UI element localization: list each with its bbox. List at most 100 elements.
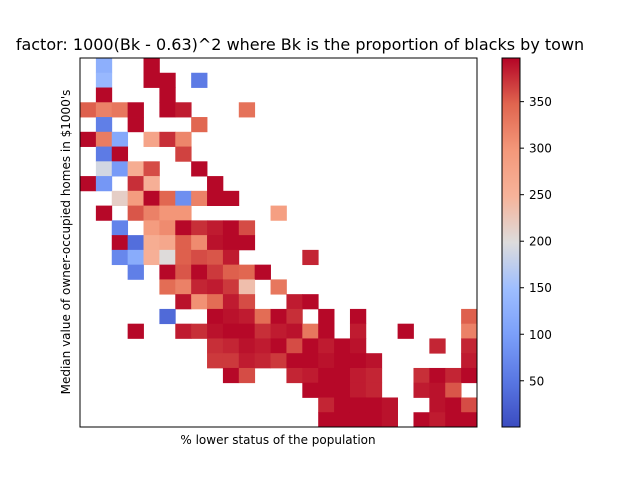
heatmap-cell [302, 249, 319, 266]
heatmap-cell [143, 249, 160, 266]
heatmap-cell [207, 190, 224, 206]
heatmap-cell [127, 235, 144, 251]
heatmap-cell [302, 338, 319, 354]
heatmap-cell [191, 249, 208, 266]
heatmap-cell [159, 205, 176, 221]
heatmap-cell [318, 323, 335, 339]
heatmap-cell [143, 131, 160, 147]
heatmap-cell [127, 102, 144, 118]
heatmap-cell [349, 412, 367, 428]
heatmap-cell [349, 382, 367, 398]
heatmap-cell [207, 176, 224, 192]
colorbar-tick-label: 350 [529, 95, 552, 109]
heatmap-cell [111, 220, 129, 236]
heatmap-cell [461, 367, 478, 384]
heatmap-cell [143, 205, 160, 221]
colorbar-tick-label: 200 [529, 235, 552, 249]
colorbar-tick-label: 50 [529, 374, 544, 388]
colorbar-tick-label: 150 [529, 281, 552, 295]
heatmap-cell [429, 412, 446, 428]
heatmap-cell [365, 353, 383, 369]
heatmap-cell [254, 323, 271, 339]
heatmap-cell [222, 323, 240, 339]
heatmap-cell [111, 249, 129, 266]
heatmap-cell [111, 146, 129, 162]
heatmap-cell [349, 323, 367, 339]
heatmap-cell [334, 412, 351, 428]
heatmap-cell [207, 220, 224, 236]
heatmap-cell [159, 220, 176, 236]
heatmap-cell [207, 294, 224, 310]
heatmap-cell [461, 353, 478, 369]
heatmap-cell [159, 279, 176, 295]
heatmap-cell [413, 412, 430, 428]
x-axis-label: % lower status of the population [180, 433, 375, 447]
heatmap-cell [191, 72, 208, 88]
heatmap-cell [159, 249, 176, 266]
heatmap-cell [286, 367, 303, 384]
heatmap-cell [238, 294, 256, 310]
heatmap-cell [127, 117, 144, 133]
heatmap-cell [175, 264, 192, 280]
heatmap-cell [191, 117, 208, 133]
colorbar [501, 57, 521, 428]
heatmap-cell [95, 131, 113, 147]
heatmap-cell [222, 279, 240, 295]
heatmap-cell [175, 249, 192, 266]
heatmap-cell [318, 367, 335, 384]
heatmap-cell [127, 323, 144, 339]
heatmap-cell [191, 294, 208, 310]
heatmap-cell [286, 353, 303, 369]
heatmap-cell [334, 367, 351, 384]
heatmap-cell [191, 161, 208, 177]
heatmap-cell [222, 190, 240, 206]
heatmap-cell [175, 294, 192, 310]
heatmap-cell [238, 308, 256, 325]
heatmap-cell [302, 367, 319, 384]
heatmap-cell [222, 308, 240, 325]
heatmap-cell [365, 382, 383, 398]
heatmap-cell [461, 323, 478, 339]
heatmap-cell [175, 323, 192, 339]
heatmap-cell [349, 338, 367, 354]
heatmap-cell [381, 412, 398, 428]
heatmap-cell [222, 353, 240, 369]
heatmap-cell [207, 338, 224, 354]
heatmap-cell [222, 338, 240, 354]
heatmap-cell [318, 412, 335, 428]
heatmap-cell [429, 338, 446, 354]
heatmap-cell [191, 220, 208, 236]
heatmap-cells [80, 58, 478, 428]
heatmap-cell [191, 264, 208, 280]
heatmap-cell [207, 235, 224, 251]
heatmap-cell [334, 382, 351, 398]
heatmap-cell [143, 72, 160, 88]
heatmap-cell [302, 382, 319, 398]
heatmap-cell [318, 308, 335, 325]
heatmap-cell [222, 264, 240, 280]
heatmap-cell [111, 190, 129, 206]
chart-title: factor: 1000(Bk - 0.63)^2 where Bk is th… [16, 35, 584, 54]
heatmap-cell [286, 308, 303, 325]
heatmap-cell [461, 412, 478, 428]
heatmap-cell [254, 264, 271, 280]
heatmap-cell [191, 190, 208, 206]
heatmap-cell [334, 353, 351, 369]
heatmap-cell [445, 412, 462, 428]
heatmap-cell [207, 353, 224, 369]
heatmap-cell [349, 308, 367, 325]
heatmap-cell [111, 102, 129, 118]
heatmap-cell [143, 176, 160, 192]
heatmap-cell [159, 190, 176, 206]
heatmap-cell [127, 264, 144, 280]
heatmap-cell [175, 146, 192, 162]
heatmap-cell [175, 279, 192, 295]
heatmap-cell [95, 117, 113, 133]
heatmap-cell [111, 235, 129, 251]
heatmap-cell [365, 397, 383, 413]
heatmap-cell [461, 338, 478, 354]
heatmap-cell [127, 205, 144, 221]
heatmap-cell [95, 205, 113, 221]
heatmap-cell [207, 279, 224, 295]
